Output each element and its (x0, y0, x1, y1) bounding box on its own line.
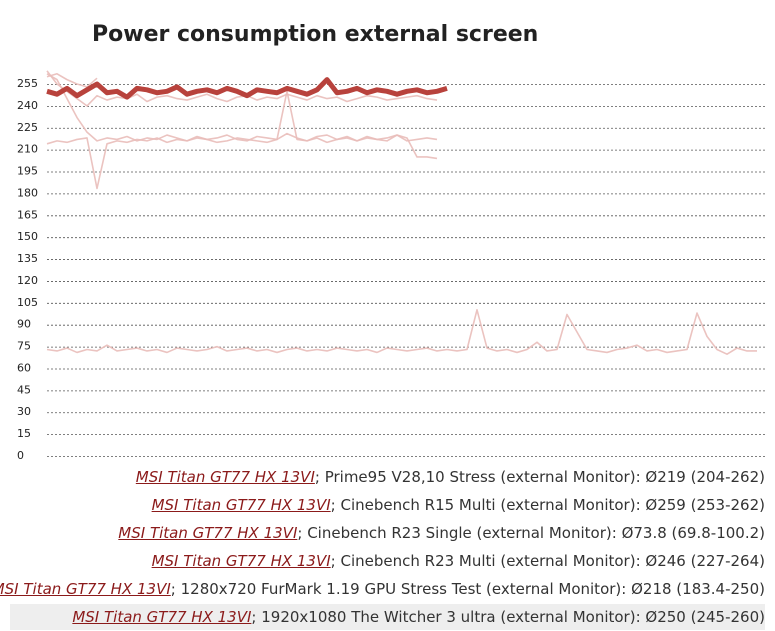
legend-stats: Ø218 (183.4-250) (631, 580, 765, 598)
y-tick-label: 120 (17, 274, 38, 287)
y-tick-label: 15 (17, 427, 31, 440)
legend-label: 1280x720 FurMark 1.19 GPU Stress Test (e… (171, 580, 631, 598)
series-line (46, 72, 98, 88)
y-tick-label: 0 (17, 449, 24, 462)
series-line (46, 309, 757, 355)
y-tick-label: 225 (17, 121, 38, 134)
legend-entry: MSI Titan GT77 HX 13VI1280x720 FurMark 1… (0, 576, 765, 602)
legend-stats: Ø246 (227-264) (645, 552, 765, 570)
device-link[interactable]: MSI Titan GT77 HX 13VI (0, 580, 171, 598)
chart: Power consumption external screen 0 15 30 4… (17, 22, 765, 462)
legend-stats: Ø219 (204-262) (645, 468, 765, 486)
legend-entry: MSI Titan GT77 HX 13VIPrime95 V28,10 Str… (136, 464, 765, 490)
legend-entry: MSI Titan GT77 HX 13VICinebench R23 Mult… (152, 548, 765, 574)
series-line (46, 77, 448, 100)
series-line (46, 73, 438, 142)
device-link[interactable]: MSI Titan GT77 HX 13VI (151, 496, 331, 514)
legend-label: Prime95 V28,10 Stress (external Monitor) (315, 468, 646, 486)
series-line (46, 90, 438, 190)
legend-label: Cinebench R23 Single (external Monitor) (297, 524, 621, 542)
y-tick-label: 75 (17, 340, 31, 353)
chart-title: Power consumption external screen (92, 22, 538, 47)
y-tick-label: 150 (17, 230, 38, 243)
legend-stats: Ø73.8 (69.8-100.2) (621, 524, 765, 542)
y-tick-label: 30 (17, 405, 31, 418)
y-tick-label: 165 (17, 208, 38, 221)
legend-entry: MSI Titan GT77 HX 13VICinebench R15 Mult… (152, 492, 765, 518)
device-link[interactable]: MSI Titan GT77 HX 13VI (135, 468, 315, 486)
legend-stats: Ø259 (253-262) (645, 496, 765, 514)
y-tick-label: 135 (17, 252, 38, 265)
legend-label: Cinebench R15 Multi (external Monitor) (331, 496, 646, 514)
y-tick-label: 210 (17, 143, 38, 156)
legend-entry: MSI Titan GT77 HX 13VI1920x1080 The Witc… (10, 604, 765, 630)
y-tick-label: 180 (17, 186, 38, 199)
y-tick-label: 60 (17, 361, 31, 374)
legend-stats: Ø250 (245-260) (645, 608, 765, 626)
y-tick-label: 45 (17, 383, 31, 396)
device-link[interactable]: MSI Titan GT77 HX 13VI (151, 552, 331, 570)
legend-entry: MSI Titan GT77 HX 13VICinebench R23 Sing… (118, 520, 765, 546)
y-tick-label: 195 (17, 165, 38, 178)
y-tick-label: 90 (17, 318, 31, 331)
legend-label: Cinebench R23 Multi (external Monitor) (331, 552, 646, 570)
y-tick-label: 255 (17, 77, 38, 90)
device-link[interactable]: MSI Titan GT77 HX 13VI (72, 608, 252, 626)
device-link[interactable]: MSI Titan GT77 HX 13VI (118, 524, 298, 542)
y-tick-label: 105 (17, 296, 38, 309)
series-line (46, 70, 438, 107)
legend-label: 1920x1080 The Witcher 3 ultra (external … (251, 608, 645, 626)
y-tick-label: 240 (17, 99, 38, 112)
